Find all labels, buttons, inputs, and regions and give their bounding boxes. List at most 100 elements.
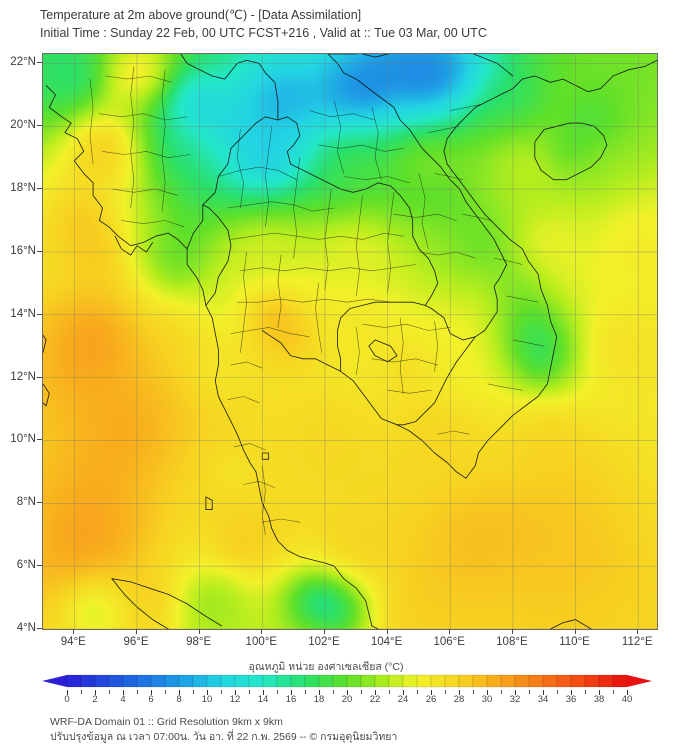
lon-tick-label: 100°E (245, 636, 278, 648)
colorbar-tick (137, 690, 138, 694)
colorbar-tick-label: 30 (481, 694, 493, 705)
colorbar-tick-label: 18 (313, 694, 325, 705)
lon-tick-label: 102°E (308, 636, 340, 648)
colorbar-tick (67, 690, 68, 695)
lat-tick (37, 628, 42, 629)
lon-tick-label: 112°E (621, 636, 653, 648)
colorbar-tick (291, 690, 292, 695)
colorbar-tick-label: 16 (285, 694, 297, 705)
colorbar-tick (81, 690, 82, 694)
lat-tick-label: 14°N (10, 307, 36, 320)
lon-tick-label: 104°E (370, 636, 403, 648)
colorbar-tick-label: 28 (453, 694, 465, 705)
colorbar-tick-label: 8 (176, 694, 182, 705)
colorbar-tick (515, 690, 516, 695)
lat-tick-label: 12°N (10, 370, 36, 383)
lat-tick (37, 125, 42, 127)
colorbar-tick (193, 690, 194, 694)
colorbar-tick (249, 690, 250, 694)
colorbar-tick-label: 36 (565, 694, 577, 705)
colorbar-tick (179, 690, 180, 695)
colorbar-tick-label: 20 (341, 694, 353, 705)
colorbar-tick (487, 690, 488, 695)
lat-tick (37, 502, 42, 504)
lon-tick-label: 98°E (186, 636, 212, 648)
lon-tick-label: 108°E (496, 636, 528, 648)
lon-tick (323, 629, 325, 634)
colorbar-tick (319, 690, 320, 695)
colorbar-tick (109, 690, 110, 694)
lon-tick (198, 629, 200, 634)
colorbar-tick-label: 38 (593, 694, 605, 705)
lat-tick-label: 10°N (10, 433, 36, 446)
title-line-1: Temperature at 2m above ground(℃) - [Dat… (40, 8, 362, 22)
colorbar-tick (151, 690, 152, 695)
temperature-field-heatmap (43, 54, 657, 629)
colorbar-tick (221, 690, 222, 694)
colorbar-tick (445, 690, 446, 694)
colorbar-tick-label: 14 (257, 694, 269, 705)
lon-tick (261, 629, 263, 634)
colorbar-tick (613, 690, 614, 694)
colorbar-tick-label: 2 (92, 694, 98, 705)
map-plot-frame (42, 53, 658, 630)
lon-tick (574, 629, 576, 634)
colorbar-tick-label: 0 (64, 694, 70, 705)
lat-tick (37, 313, 42, 315)
colorbar-tick-label: 26 (425, 694, 437, 705)
lat-tick-label: 8°N (16, 496, 36, 509)
colorbar-tick-label: 32 (509, 694, 521, 705)
colorbar-tick (585, 690, 586, 694)
country-border-overlay (43, 54, 657, 629)
lat-tick-label: 16°N (10, 244, 36, 257)
colorbar-tick (375, 690, 376, 695)
lat-tick-label: 6°N (16, 559, 36, 572)
lon-tick (511, 629, 513, 634)
colorbar-tick (431, 690, 432, 695)
colorbar-title: อุณหภูมิ หน่วย องศาเซลเซียส (°C) (248, 661, 404, 673)
colorbar-tick (361, 690, 362, 694)
lat-tick-label: 18°N (10, 182, 36, 195)
colorbar-tick (165, 690, 166, 694)
colorbar-tick (123, 690, 124, 695)
colorbar-tick (529, 690, 530, 694)
colorbar-gradient (0, 673, 676, 690)
colorbar-tick (95, 690, 96, 695)
page-title: Temperature at 2m above ground(℃) - [Dat… (40, 6, 640, 42)
lat-tick-label: 22°N (10, 56, 36, 69)
colorbar-tick-label: 10 (201, 694, 213, 705)
lat-tick (37, 439, 42, 441)
colorbar-tick (389, 690, 390, 694)
colorbar-tick-label: 40 (621, 694, 633, 705)
colorbar-tick (333, 690, 334, 694)
footer-line-2: ปรับปรุงข้อมูล ณ เวลา 07:00น. วัน อา. ที… (50, 731, 398, 743)
colorbar-tick-label: 4 (120, 694, 126, 705)
lon-tick-label: 96°E (123, 636, 149, 648)
colorbar-tick (627, 690, 628, 695)
lon-tick-label: 94°E (60, 636, 86, 648)
lon-tick-label: 110°E (559, 636, 590, 648)
footer: WRF-DA Domain 01 :: Grid Resolution 9km … (50, 715, 650, 745)
map-container[interactable] (42, 53, 658, 630)
colorbar-tick-label: 22 (369, 694, 381, 705)
lat-tick (37, 62, 42, 64)
lat-tick-label: 4°N (16, 622, 36, 634)
lon-tick (637, 629, 639, 634)
colorbar-tick (417, 690, 418, 694)
colorbar-tick (459, 690, 460, 695)
colorbar-tick (599, 690, 600, 695)
colorbar-tick-label: 12 (229, 694, 241, 705)
lon-tick (73, 629, 75, 634)
lat-tick (37, 188, 42, 190)
colorbar-tick-label: 24 (397, 694, 409, 705)
colorbar-tick-label: 6 (148, 694, 154, 705)
colorbar-ticks: 0 2 4 6 8 10 12 14 16 18 20 22 24 26 28 30 32 34 36 38 40 (0, 690, 676, 705)
title-line-2: Initial Time : Sunday 22 Feb, 00 UTC FCS… (40, 26, 487, 40)
lat-tick (37, 250, 42, 252)
colorbar-tick (207, 690, 208, 695)
colorbar-tick (557, 690, 558, 694)
colorbar-tick (571, 690, 572, 695)
colorbar-tick (235, 690, 236, 695)
colorbar-tick (305, 690, 306, 694)
lat-tick-label: 20°N (10, 119, 36, 132)
